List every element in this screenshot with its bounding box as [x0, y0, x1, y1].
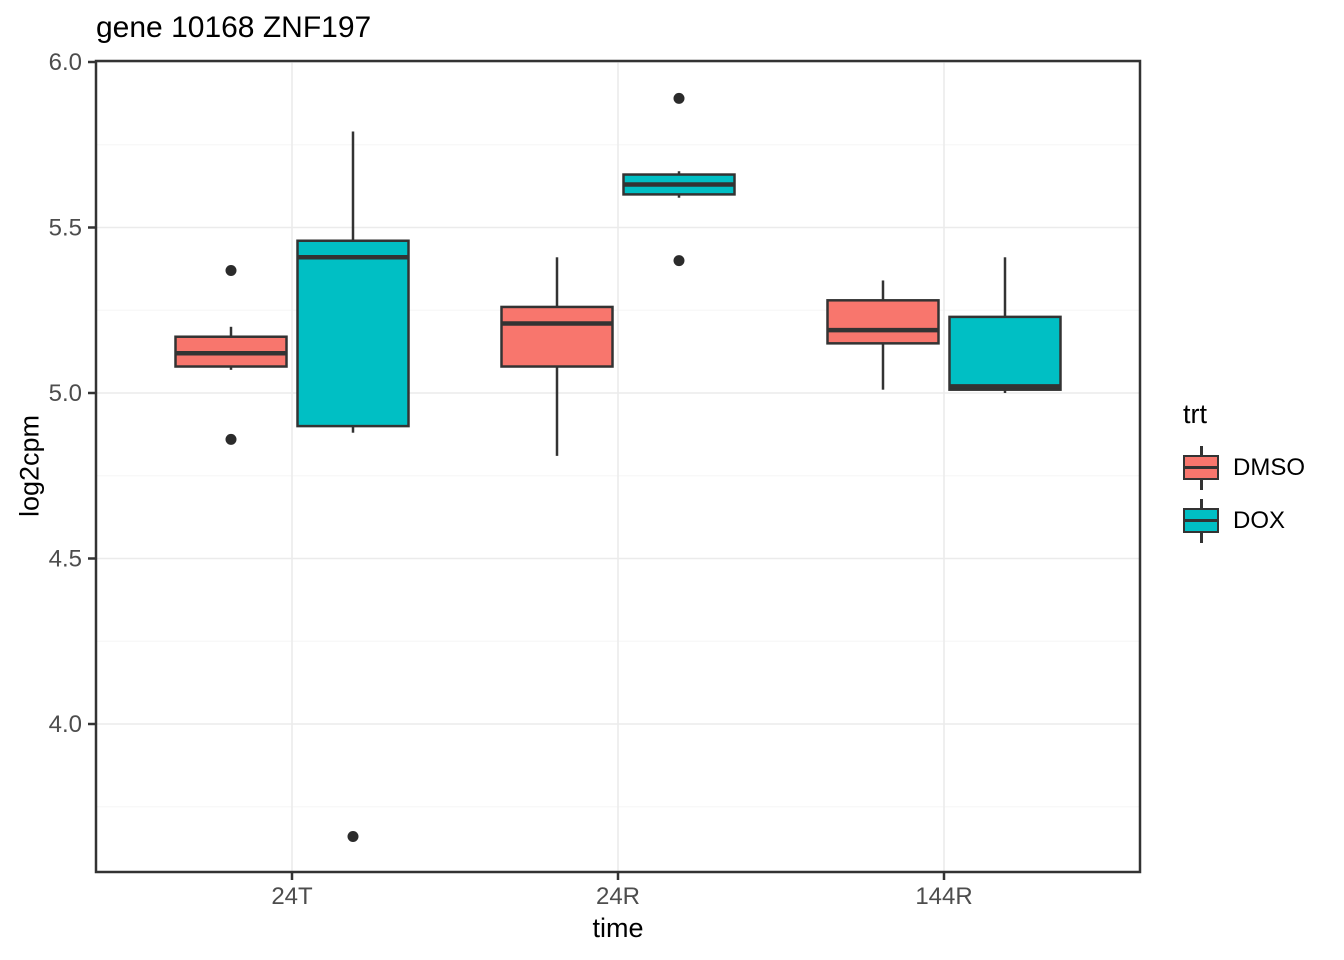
legend-key-box [1183, 455, 1219, 480]
y-axis-title: log2cpm [14, 414, 45, 518]
legend-key-boxplot-icon [1183, 499, 1220, 543]
legend-entries: DMSO DOX [1183, 446, 1305, 543]
box-DMSO-24T-outlier-point [225, 265, 237, 277]
legend-title: trt [1183, 399, 1207, 429]
legend-label: DOX [1233, 507, 1286, 534]
x-tick-label: 24R [596, 883, 640, 910]
legend-entry-DOX: DOX [1183, 499, 1305, 543]
y-tick-label: 5.5 [49, 215, 82, 242]
x-tick-label: 24T [271, 883, 313, 910]
legend-key-box [1183, 508, 1219, 533]
box-DOX-24T-outlier-point [347, 831, 359, 843]
legend-key-boxplot-icon [1183, 446, 1220, 490]
x-tick-label: 144R [915, 883, 972, 910]
box-DOX-24R-outlier-point [673, 255, 685, 267]
legend: trt DMSO DOX [1183, 399, 1305, 552]
box-DOX-24T [296, 239, 410, 428]
box-DMSO-24T-outlier-point [225, 433, 237, 445]
legend-entry-DMSO: DMSO [1183, 446, 1305, 490]
legend-key-median [1185, 466, 1217, 469]
legend-key-median [1185, 519, 1217, 522]
y-tick-label: 6.0 [49, 49, 82, 76]
plot-title: gene 10168 ZNF197 [96, 11, 372, 44]
y-tick-label: 5.0 [49, 380, 82, 407]
x-axis-title: time [592, 913, 644, 943]
legend-label: DMSO [1233, 454, 1305, 481]
box-DOX-24R-outlier-point [673, 92, 685, 104]
box-DMSO-24R [500, 305, 614, 368]
box-DMSO-144R [826, 299, 940, 345]
y-tick-label: 4.0 [49, 711, 82, 738]
box-DOX-144R [948, 315, 1062, 391]
y-tick-label: 4.5 [49, 546, 82, 573]
